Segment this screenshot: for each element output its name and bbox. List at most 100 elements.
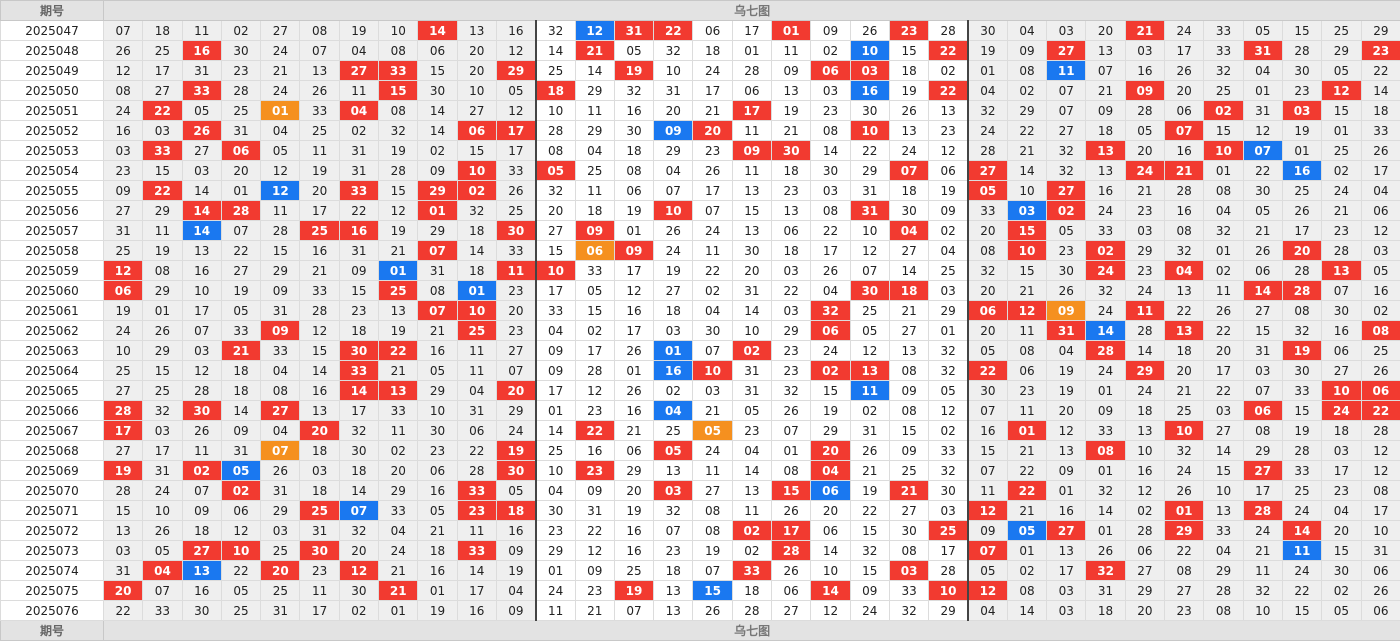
number-cell: 05 xyxy=(220,300,262,321)
number-cell: 04 xyxy=(1203,200,1244,221)
number-cell: 26 xyxy=(299,80,340,101)
table-row: 2025049 12 17 31 23 21 13 27 33 15 20 29 25 14 19 10 24 2… xyxy=(0,60,1400,81)
number-cell: 13 xyxy=(1203,500,1244,521)
table-row: 2025067 17 03 26 09 04 20 32 11 30 06 24 14 22 21 25 05 2… xyxy=(0,420,1400,441)
number-cell: 20 xyxy=(299,180,340,201)
highlighted-number-cell: 07 xyxy=(260,440,301,461)
number-cell: 24 xyxy=(1085,360,1126,381)
number-cell: 20 xyxy=(1321,520,1362,541)
table-row: 2025047 07 18 11 02 27 08 19 10 14 13 16 32 12 31 22 06 1… xyxy=(0,20,1400,41)
highlighted-number-cell: 24 xyxy=(1321,400,1362,421)
highlighted-number-cell: 12 xyxy=(1006,300,1048,321)
number-cell: 02 xyxy=(378,440,419,461)
number-cell: 25 xyxy=(102,360,144,381)
number-cell: 07 xyxy=(181,480,222,501)
number-cell: 11 xyxy=(456,520,497,541)
number-cell: 16 xyxy=(613,300,655,321)
period-cell: 2025072 xyxy=(0,520,104,541)
number-cell: 22 xyxy=(456,440,497,461)
highlighted-number-cell: 01 xyxy=(653,340,694,361)
number-cell: 33 xyxy=(928,440,969,461)
number-cell: 20 xyxy=(220,160,262,181)
highlighted-number-cell: 12 xyxy=(102,260,144,281)
number-cell: 13 xyxy=(653,580,694,601)
number-cell: 29 xyxy=(849,160,890,181)
number-cell: 03 xyxy=(181,160,222,181)
highlighted-number-cell: 33 xyxy=(378,60,419,81)
period-header: 期号 xyxy=(0,0,104,21)
number-cell: 15 xyxy=(102,500,144,521)
number-cell: 04 xyxy=(378,520,419,541)
number-cell: 31 xyxy=(849,180,890,201)
number-cell: 24 xyxy=(692,440,733,461)
highlighted-number-cell: 07 xyxy=(1242,140,1283,161)
highlighted-number-cell: 15 xyxy=(1006,220,1048,241)
highlighted-number-cell: 02 xyxy=(1085,240,1126,261)
number-cell: 10 xyxy=(1124,440,1166,461)
number-cell: 33 xyxy=(495,240,537,261)
number-cell: 15 xyxy=(1203,460,1244,481)
number-cell: 32 xyxy=(928,360,969,381)
highlighted-number-cell: 10 xyxy=(534,260,576,281)
number-cell: 18 xyxy=(299,480,340,501)
number-cell: 03 xyxy=(102,140,144,161)
number-cell: 28 xyxy=(967,140,1008,161)
highlighted-number-cell: 04 xyxy=(1164,260,1205,281)
number-cell: 26 xyxy=(495,180,537,201)
number-cell: 17 xyxy=(574,340,615,361)
number-cell: 16 xyxy=(967,420,1008,441)
number-cell: 31 xyxy=(731,380,773,401)
number-cell: 25 xyxy=(495,200,537,221)
number-cell: 25 xyxy=(534,60,576,81)
table-row: 2025066 28 32 30 14 27 13 17 33 10 31 29 01 23 16 04 21 0… xyxy=(0,400,1400,421)
number-cell: 25 xyxy=(1281,480,1323,501)
number-cell: 29 xyxy=(142,340,183,361)
number-cell: 25 xyxy=(1203,80,1244,101)
number-cell: 32 xyxy=(1046,140,1087,161)
number-cell: 20 xyxy=(731,260,773,281)
highlighted-number-cell: 23 xyxy=(574,460,615,481)
highlighted-number-cell: 18 xyxy=(534,80,576,101)
period-cell: 2025070 xyxy=(0,480,104,501)
number-cell: 18 xyxy=(1085,120,1126,141)
number-cell: 14 xyxy=(1006,600,1048,621)
number-cell: 03 xyxy=(810,80,851,101)
number-cell: 19 xyxy=(849,480,890,501)
period-cell: 2025074 xyxy=(0,560,104,581)
number-cell: 29 xyxy=(1360,20,1400,41)
highlighted-number-cell: 18 xyxy=(495,500,537,521)
highlighted-number-cell: 33 xyxy=(731,560,773,581)
number-cell: 11 xyxy=(260,200,301,221)
number-cell: 12 xyxy=(849,340,890,361)
number-cell: 12 xyxy=(299,320,340,341)
number-cell: 05 xyxy=(260,140,301,161)
number-cell: 14 xyxy=(1203,440,1244,461)
number-cell: 29 xyxy=(613,460,655,481)
table-row: 2025051 24 22 05 25 01 33 04 08 14 27 12 10 11 16 20 21 1… xyxy=(0,100,1400,121)
number-cell: 33 xyxy=(299,100,340,121)
number-cell: 11 xyxy=(1006,320,1048,341)
number-cell: 12 xyxy=(810,600,851,621)
number-cell: 20 xyxy=(1046,400,1087,421)
number-cell: 06 xyxy=(417,40,458,61)
number-cell: 30 xyxy=(810,160,851,181)
highlighted-number-cell: 24 xyxy=(1085,260,1126,281)
number-cell: 30 xyxy=(417,80,458,101)
number-cell: 22 xyxy=(102,600,144,621)
number-cell: 08 xyxy=(260,380,301,401)
number-cell: 13 xyxy=(1124,420,1166,441)
number-cell: 01 xyxy=(1281,140,1323,161)
number-cell: 09 xyxy=(495,540,537,561)
number-cell: 14 xyxy=(810,140,851,161)
number-cell: 24 xyxy=(810,340,851,361)
number-cell: 28 xyxy=(1124,520,1166,541)
number-cell: 22 xyxy=(1006,460,1048,481)
number-cell: 23 xyxy=(771,360,812,381)
number-cell: 14 xyxy=(1085,500,1126,521)
number-cell: 16 xyxy=(1124,60,1166,81)
highlighted-number-cell: 09 xyxy=(731,140,773,161)
number-cell: 03 xyxy=(771,260,812,281)
number-cell: 01 xyxy=(1085,460,1126,481)
number-cell: 12 xyxy=(220,520,262,541)
number-cell: 01 xyxy=(1085,380,1126,401)
